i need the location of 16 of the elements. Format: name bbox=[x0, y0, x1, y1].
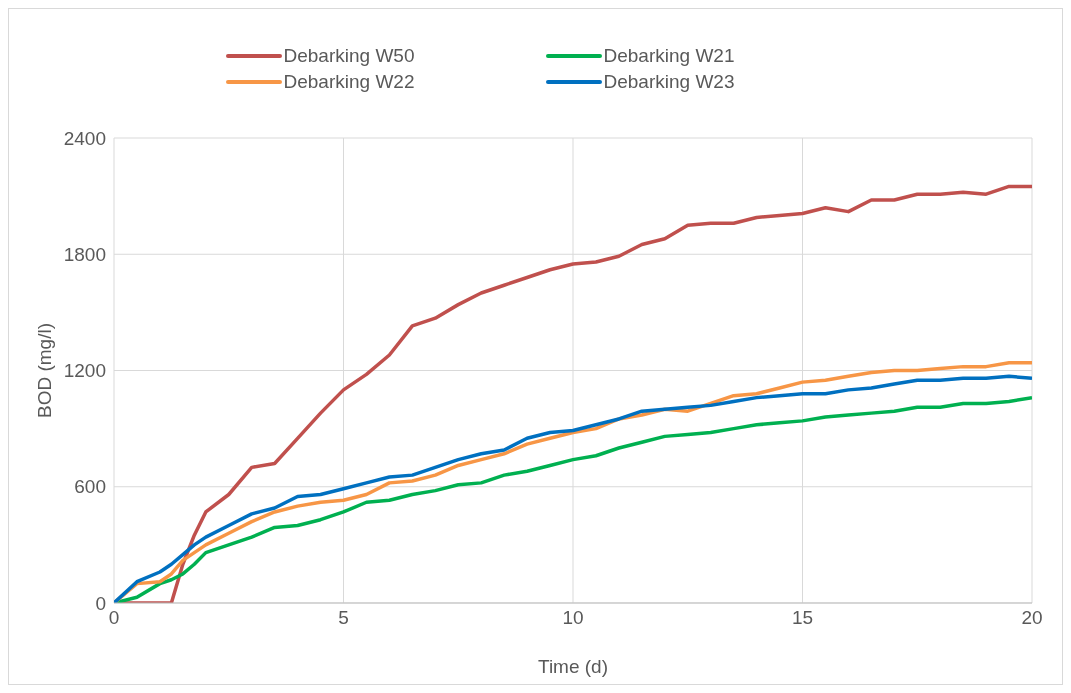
legend-label: Debarking W50 bbox=[283, 45, 415, 67]
x-axis-title: Time (d) bbox=[537, 656, 609, 677]
x-tick-label: 10 bbox=[562, 607, 584, 629]
y-tick-label: 0 bbox=[95, 592, 106, 614]
y-axis-title: BOD (mg/l) bbox=[33, 323, 55, 418]
x-tick-label: 20 bbox=[1021, 607, 1043, 629]
x-tick-label: 0 bbox=[108, 607, 120, 629]
y-tick-label: 2400 bbox=[63, 127, 106, 149]
y-tick-label: 1800 bbox=[63, 243, 106, 265]
legend-label: Debarking W23 bbox=[603, 71, 735, 93]
legend-label: Debarking W21 bbox=[603, 45, 735, 67]
y-tick-label: 600 bbox=[74, 476, 106, 498]
legend-label: Debarking W22 bbox=[283, 71, 415, 93]
y-tick-label: 1200 bbox=[63, 360, 106, 382]
x-tick-label: 15 bbox=[791, 607, 814, 629]
x-tick-label: 5 bbox=[338, 607, 349, 629]
